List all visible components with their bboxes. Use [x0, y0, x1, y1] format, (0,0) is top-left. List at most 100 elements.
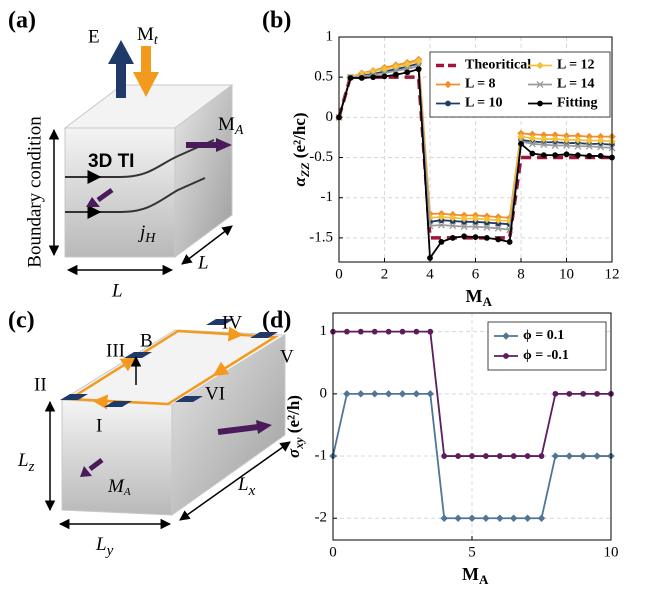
- x-tick-label: 8: [517, 266, 525, 282]
- symbol: j: [137, 222, 145, 243]
- marker: [506, 239, 513, 245]
- subscript: z: [28, 459, 35, 475]
- marker: [403, 60, 411, 69]
- marker: [380, 65, 389, 73]
- symbol: M: [137, 24, 154, 45]
- x-tick-label: 10: [559, 266, 574, 282]
- x-tick-label: 0: [335, 266, 343, 282]
- marker: [494, 224, 502, 232]
- lead: [104, 401, 132, 407]
- x-tick-label: 10: [604, 544, 619, 560]
- marker: [399, 328, 406, 335]
- y-tick-label: -0.5: [309, 149, 333, 165]
- marker: [381, 73, 388, 80]
- loop-arrow: [212, 361, 230, 377]
- marker: [523, 514, 532, 522]
- axis-label: MA: [462, 564, 489, 587]
- y-tick-label: -1: [315, 447, 328, 463]
- subscript: x: [248, 483, 256, 499]
- marker: [563, 142, 570, 149]
- marker: [414, 57, 423, 65]
- marker: [444, 80, 452, 89]
- legend-label: L = 10: [465, 96, 503, 111]
- marker: [392, 63, 400, 71]
- subscript: xy: [292, 437, 306, 450]
- legend-label: ϕ = -0.1: [523, 348, 569, 363]
- marker: [494, 216, 502, 224]
- symbol: L: [237, 474, 249, 495]
- magnetization-arrow-head: [80, 466, 92, 477]
- lead-label: III: [106, 340, 125, 361]
- marker: [566, 390, 573, 397]
- marker: [343, 390, 351, 398]
- x-tick-label: 5: [468, 544, 476, 560]
- marker: [565, 452, 574, 460]
- marker: [370, 390, 379, 398]
- marker: [357, 328, 364, 335]
- legend-label: Fitting: [557, 96, 597, 111]
- symbol: σ: [284, 448, 303, 458]
- marker: [426, 390, 435, 398]
- marker: [510, 453, 517, 459]
- magnetization-arrow: [96, 187, 114, 203]
- marker: [347, 75, 354, 81]
- marker: [538, 453, 545, 459]
- marker: [552, 390, 559, 397]
- subscript: A: [479, 572, 489, 587]
- height-label: Lz: [17, 450, 35, 475]
- symbol: L: [17, 450, 29, 471]
- subscript: y: [105, 543, 114, 559]
- marker: [528, 140, 536, 148]
- symbol: M: [462, 564, 479, 584]
- marker: [562, 136, 571, 144]
- marker: [597, 153, 604, 159]
- marker: [455, 453, 462, 459]
- marker: [460, 223, 468, 231]
- torque-label: Mt: [137, 24, 159, 48]
- marker: [392, 71, 399, 78]
- plot-frame: [338, 36, 613, 263]
- y-tick-label: 1: [320, 323, 328, 339]
- torque-arrow-head: [133, 72, 159, 97]
- legend-box: [487, 321, 607, 371]
- magnetization-arrow: [88, 458, 104, 471]
- magnetization-arrow-head: [86, 197, 100, 207]
- marker: [449, 234, 456, 241]
- lead-label: II: [34, 374, 47, 395]
- torque-arrow: [141, 46, 151, 74]
- marker: [469, 453, 475, 459]
- marker: [449, 214, 457, 222]
- y-tick-label: -1.5: [309, 229, 333, 245]
- marker: [412, 390, 421, 398]
- marker: [413, 328, 420, 335]
- marker: [536, 81, 544, 88]
- lead: [175, 396, 203, 402]
- axis-label: MA: [466, 286, 493, 309]
- marker: [496, 514, 504, 522]
- marker: [437, 221, 445, 229]
- marker: [496, 453, 503, 459]
- marker: [529, 150, 536, 157]
- y-tick-label: 1: [326, 28, 334, 44]
- marker: [344, 328, 350, 335]
- plot-frame: [332, 312, 612, 541]
- marker: [551, 452, 560, 460]
- axis-label: σxy (e²/h): [284, 395, 306, 458]
- marker: [585, 136, 593, 145]
- symbol: L: [95, 534, 107, 555]
- lead-label: IV: [222, 312, 242, 333]
- marker: [540, 152, 547, 159]
- axis-label: αZZ (e²/hc): [290, 112, 312, 186]
- marker: [437, 213, 446, 221]
- marker: [449, 222, 457, 230]
- marker: [472, 234, 479, 240]
- symbol: M: [218, 114, 235, 135]
- marker: [540, 135, 548, 143]
- dimension-arrow: [181, 225, 233, 265]
- loop-arrow: [119, 356, 137, 372]
- loop-arrow: [92, 394, 109, 410]
- slab-front: [61, 399, 173, 516]
- marker: [440, 514, 448, 522]
- magnetization-label: MA: [218, 114, 244, 138]
